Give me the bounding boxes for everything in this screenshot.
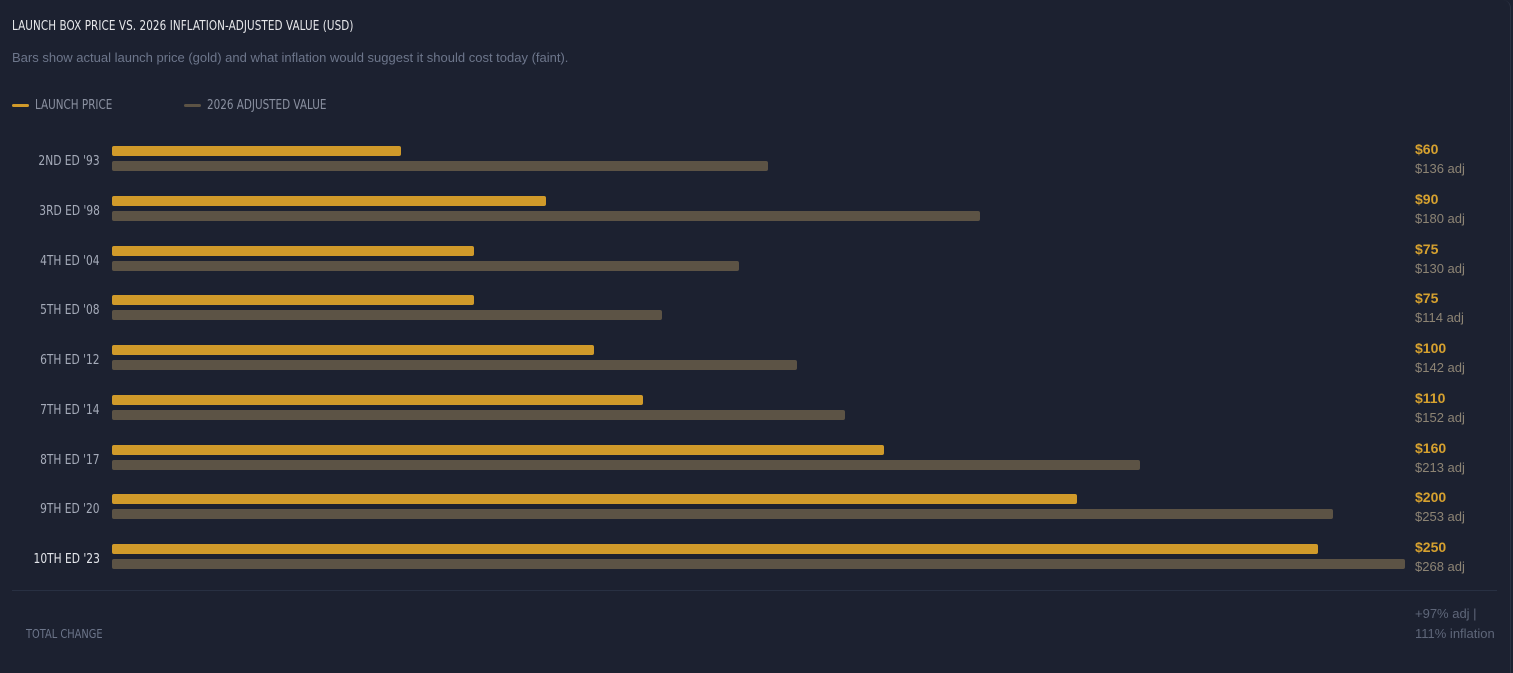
launch-price-label: $250 [1415, 539, 1447, 555]
adjusted-value-bar [112, 509, 1333, 520]
chart-row: 3RD ED '98 $90 $180 adj [0, 191, 1511, 240]
adjusted-value-label: $130 adj [1415, 260, 1465, 276]
launch-price-label: $75 [1415, 290, 1439, 307]
category-label: 4TH ED '04 [40, 253, 100, 269]
adjusted-value-bar [112, 260, 740, 271]
launch-price-bar [112, 345, 595, 355]
chart-legend: LAUNCH PRICE 2026 ADJUSTED VALUE [12, 97, 356, 113]
adjusted-value-label: $268 adj [1415, 559, 1465, 574]
chart-row: 8TH ED '17 $160 $213 adj [0, 440, 1511, 489]
divider [12, 590, 1497, 591]
category-label: 5TH ED '08 [40, 303, 100, 319]
legend-label-adjusted: 2026 ADJUSTED VALUE [207, 97, 327, 113]
adjusted-value-bar [112, 210, 981, 221]
launch-price-label: $90 [1415, 190, 1439, 207]
chart-row: 7TH ED '14 $110 $152 adj [0, 390, 1511, 439]
legend-label-launch: LAUNCH PRICE [35, 97, 113, 113]
chart-row: 6TH ED '12 $100 $142 adj [0, 340, 1511, 389]
adjusted-value-label: $142 adj [1415, 360, 1465, 375]
launch-price-bar [112, 146, 402, 156]
adjusted-value-label: $114 adj [1415, 310, 1464, 326]
category-label: 8TH ED '17 [40, 452, 100, 468]
chart-row: 10TH ED '23 $250 $268 adj [0, 539, 1511, 588]
category-label: 10TH ED '23 [33, 552, 100, 567]
launch-price-bar [112, 195, 547, 206]
launch-price-bar [112, 494, 1077, 505]
chart-row: 4TH ED '04 $75 $130 adj [0, 241, 1511, 290]
chart-title: LAUNCH BOX PRICE VS. 2026 INFLATION-ADJU… [12, 19, 354, 34]
launch-price-label: $75 [1415, 240, 1439, 257]
chart-row: 5TH ED '08 $75 $114 adj [0, 290, 1511, 339]
launch-price-label: $200 [1415, 489, 1447, 506]
adjusted-value-bar [112, 310, 662, 321]
total-change-value: +97% adj | 111% inflation [1415, 606, 1495, 641]
adjusted-value-bar [112, 161, 769, 171]
launch-price-bar [112, 394, 643, 405]
legend-item-adjusted: 2026 ADJUSTED VALUE [184, 98, 327, 113]
adjusted-value-bar [112, 559, 1405, 569]
launch-price-bar [112, 245, 474, 256]
adjusted-value-bar [112, 409, 846, 420]
legend-swatch-launch [12, 103, 29, 107]
adjusted-value-bar [112, 360, 798, 370]
legend-swatch-adjusted [184, 103, 201, 107]
launch-price-label: $160 [1415, 439, 1447, 456]
chart-row: 2ND ED '93 $60 $136 adj [0, 141, 1511, 190]
adjusted-value-label: $136 adj [1415, 161, 1465, 176]
chart-subtitle: Bars show actual launch price (gold) and… [12, 50, 569, 65]
launch-price-bar [112, 444, 884, 455]
category-label: 7TH ED '14 [40, 402, 100, 418]
category-label: 6TH ED '12 [40, 353, 100, 368]
adjusted-value-bar [112, 459, 1140, 470]
category-label: 3RD ED '98 [39, 203, 100, 219]
adjusted-value-label: $213 adj [1415, 459, 1465, 475]
total-change-label: TOTAL CHANGE [26, 627, 103, 641]
adjusted-value-label: $180 adj [1415, 210, 1465, 226]
launch-price-label: $100 [1415, 340, 1447, 356]
category-label: 9TH ED '20 [40, 502, 100, 518]
launch-price-bar [112, 295, 474, 306]
chart-row: 9TH ED '20 $200 $253 adj [0, 489, 1511, 538]
launch-price-label: $60 [1415, 141, 1439, 157]
launch-price-bar [112, 544, 1319, 554]
legend-item-launch: LAUNCH PRICE [12, 98, 155, 113]
adjusted-value-label: $152 adj [1415, 409, 1465, 425]
category-label: 2ND ED '93 [38, 154, 100, 169]
adjusted-value-label: $253 adj [1415, 509, 1465, 525]
launch-price-label: $110 [1415, 389, 1446, 406]
